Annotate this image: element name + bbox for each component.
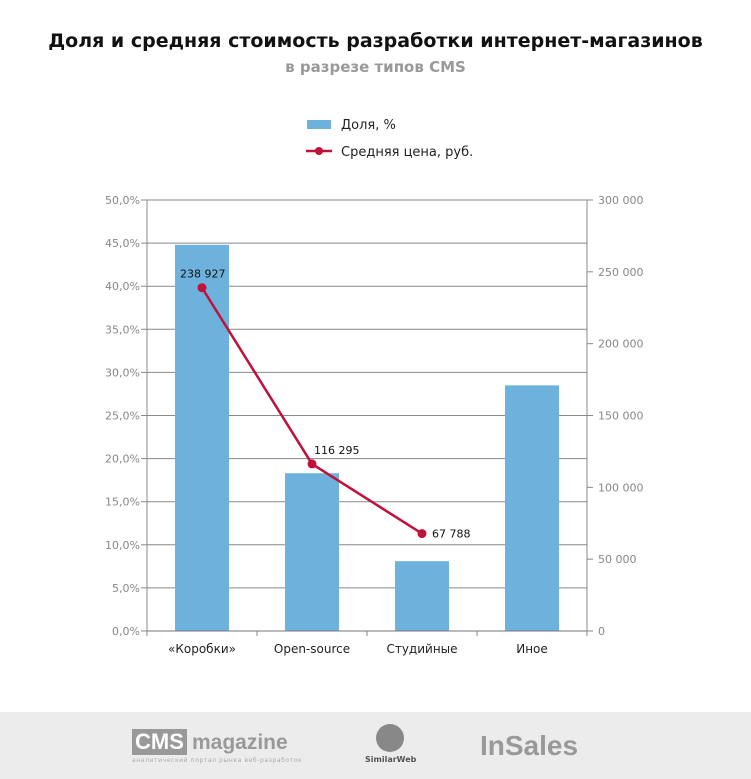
price-point: [307, 459, 317, 469]
right-tick-label: 200 000: [598, 338, 644, 351]
left-tick-label: 40,0%: [105, 280, 140, 293]
left-tick-label: 45,0%: [105, 237, 140, 250]
bar: [395, 561, 449, 631]
right-tick-label: 250 000: [598, 266, 644, 279]
similarweb-logo: SimilarWeb: [365, 724, 417, 764]
x-tick-label: Иное: [516, 642, 548, 656]
chart-title: Доля и средняя стоимость разработки инте…: [48, 30, 703, 52]
cms-logo-text: magazine: [191, 731, 288, 754]
legend-line-marker: [315, 147, 323, 155]
right-tick-label: 300 000: [598, 194, 644, 207]
cms-logo-box: CMS: [132, 729, 187, 755]
footer: CMS magazine аналитический портал рынка …: [0, 712, 751, 779]
legend-bar-label: Доля, %: [341, 118, 396, 133]
right-tick-label: 150 000: [598, 410, 644, 423]
right-tick-label: 0: [598, 625, 605, 638]
price-point: [197, 283, 207, 293]
chart: 0,0% 5,0% 10,0% 15,0% 20,0% 25,0% 30,0% 35,0% 40…: [105, 118, 644, 656]
similarweb-icon: [376, 724, 404, 752]
insales-logo: InSales: [480, 730, 579, 761]
cms-magazine-logo: CMS magazine аналитический портал рынка …: [132, 729, 302, 764]
chart-subtitle: в разрезе типов CMS: [285, 58, 466, 76]
x-tick-label: «Коробки»: [168, 642, 236, 656]
left-tick-label: 25,0%: [105, 410, 140, 423]
right-tick-label: 100 000: [598, 481, 644, 494]
data-label: 116 295: [314, 444, 360, 457]
left-tick-label: 10,0%: [105, 539, 140, 552]
price-point: [417, 529, 427, 539]
right-tick-label: 50 000: [598, 553, 637, 566]
left-tick-label: 35,0%: [105, 323, 140, 336]
cms-logo-subtitle: аналитический портал рынка веб-разработо…: [132, 757, 303, 764]
left-tick-label: 50,0%: [105, 194, 140, 207]
legend-line-label: Средняя цена, руб.: [341, 145, 473, 160]
left-tick-label: 20,0%: [105, 453, 140, 466]
left-tick-label: 15,0%: [105, 496, 140, 509]
x-tick-label: Студийные: [386, 642, 457, 656]
left-tick-label: 0,0%: [112, 625, 140, 638]
x-tick-label: Open-source: [274, 642, 350, 656]
bar: [175, 244, 229, 631]
data-label: 67 788: [432, 528, 471, 541]
bar: [505, 385, 559, 631]
left-tick-label: 5,0%: [112, 582, 140, 595]
similarweb-text: SimilarWeb: [365, 755, 417, 764]
bar: [285, 473, 339, 631]
legend-bar-swatch: [307, 120, 331, 129]
data-label: 238 927: [180, 268, 226, 281]
left-tick-label: 30,0%: [105, 366, 140, 379]
